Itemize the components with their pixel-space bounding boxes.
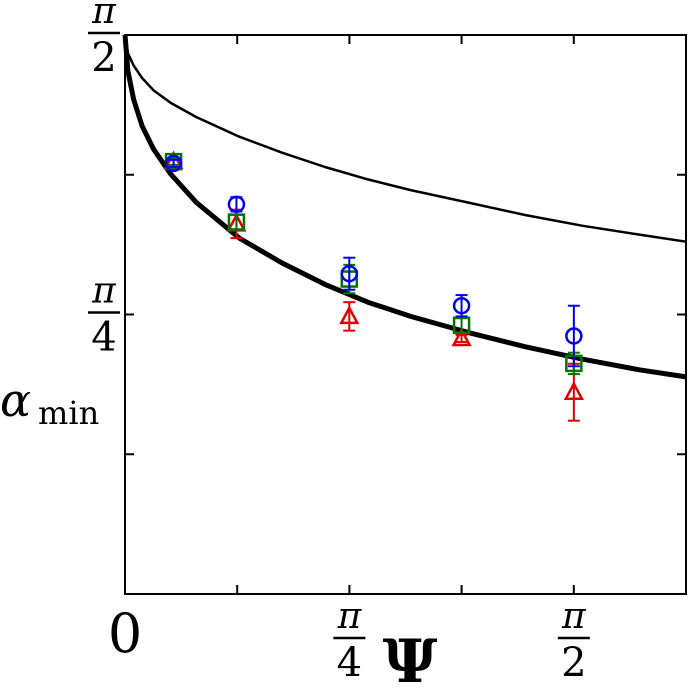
y-tick-label-denominator: 2: [91, 35, 116, 81]
marker-circle: [340, 264, 359, 283]
data-point-triangle: [339, 301, 360, 332]
y-tick-label-numerator: π: [91, 0, 117, 32]
marker-square: [452, 316, 471, 335]
data-point-circle: [227, 195, 246, 214]
data-point-circle: [164, 154, 183, 173]
data-point-square: [227, 213, 246, 231]
curve-thin: [123, 34, 687, 243]
y-tick-label-numerator: π: [91, 271, 117, 312]
data-point-square: [452, 316, 471, 335]
x-tick-label: 0: [108, 602, 142, 665]
marker-circle: [164, 154, 183, 173]
marker-triangle: [451, 327, 472, 347]
y-axis-label: α: [0, 373, 31, 427]
x-axis-label: Ψ: [383, 627, 438, 697]
x-tick-label-numerator: π: [337, 596, 363, 637]
y-axis-label-subscript: min: [38, 394, 99, 432]
curve-thick: [122, 34, 687, 380]
data-markers: [163, 150, 584, 422]
marker-circle: [227, 195, 246, 214]
x-tick-label-denominator: 4: [337, 640, 362, 686]
axis-ticks: [124, 34, 686, 594]
data-point-triangle: [451, 327, 472, 347]
x-tick-label-numerator: π: [561, 596, 587, 637]
marker-square: [227, 213, 246, 231]
data-point-circle: [452, 294, 471, 318]
marker-circle: [565, 327, 583, 345]
y-tick-label-denominator: 4: [91, 315, 116, 361]
data-point-circle: [565, 304, 583, 368]
marker-circle: [452, 296, 471, 315]
x-tick-label-denominator: 2: [561, 640, 586, 686]
model-curves: [122, 34, 687, 380]
data-point-circle: [340, 256, 359, 291]
marker-triangle: [563, 381, 584, 400]
marker-triangle: [339, 305, 360, 325]
